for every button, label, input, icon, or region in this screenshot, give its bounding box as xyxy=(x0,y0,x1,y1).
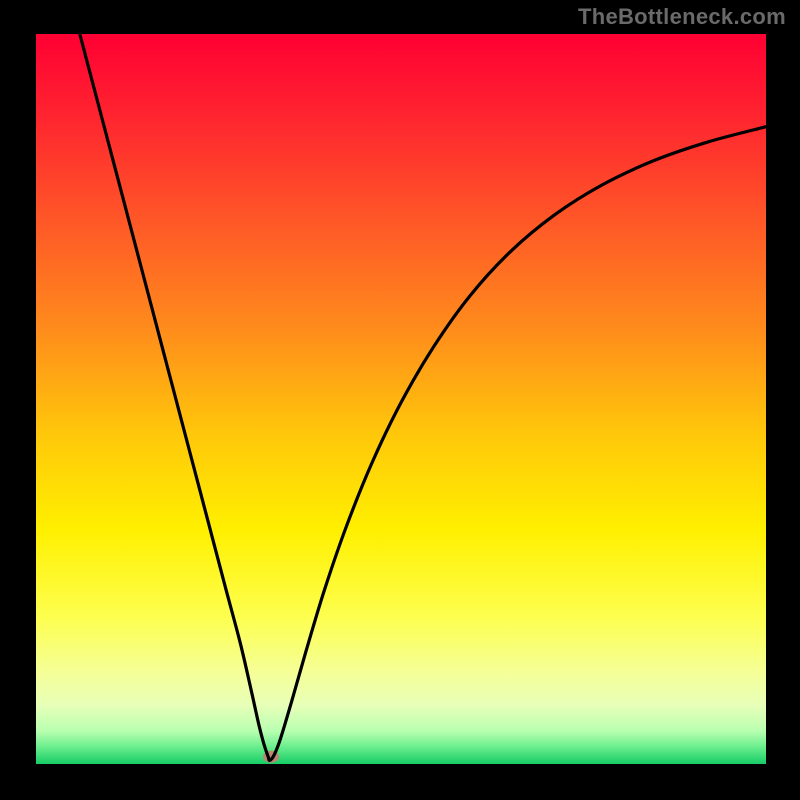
curve-layer xyxy=(36,34,766,764)
chart-frame: TheBottleneck.com xyxy=(0,0,800,800)
plot-area xyxy=(36,34,766,764)
watermark-text: TheBottleneck.com xyxy=(578,4,786,30)
bottleneck-curve xyxy=(80,34,766,760)
